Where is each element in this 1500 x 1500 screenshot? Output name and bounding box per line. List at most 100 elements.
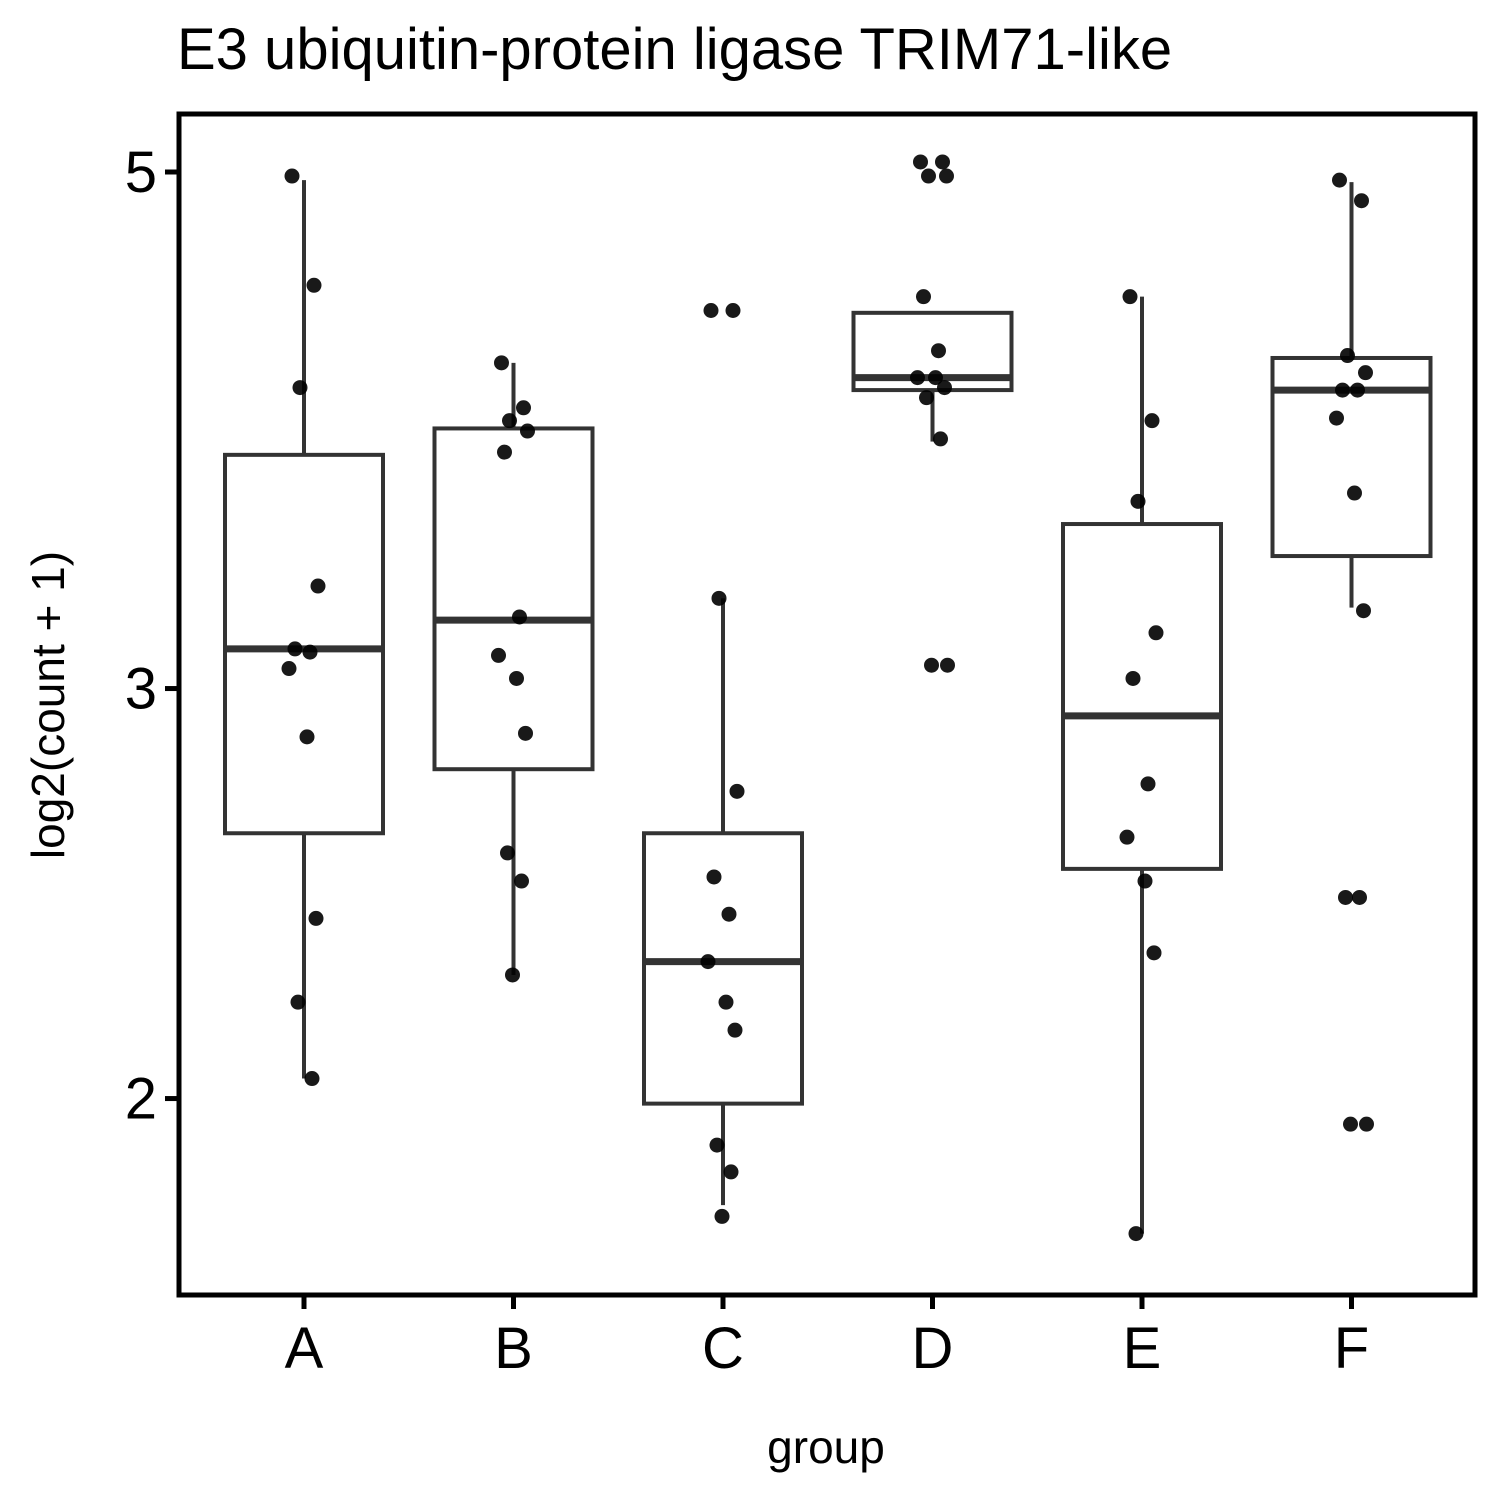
box-B bbox=[432, 362, 595, 975]
data-point bbox=[1338, 889, 1353, 905]
data-point bbox=[721, 906, 737, 922]
data-point bbox=[931, 343, 946, 359]
points-F bbox=[1329, 172, 1374, 1132]
x-tick-label: F bbox=[1334, 1316, 1369, 1381]
data-point bbox=[1146, 945, 1162, 961]
data-point bbox=[1140, 776, 1156, 792]
data-point bbox=[725, 302, 741, 318]
data-point bbox=[284, 168, 300, 184]
data-point bbox=[497, 444, 512, 460]
data-point bbox=[299, 729, 315, 745]
data-point bbox=[1358, 365, 1373, 381]
box-E bbox=[1061, 296, 1223, 1234]
points-C bbox=[700, 302, 745, 1224]
data-point bbox=[1125, 670, 1141, 686]
data-point bbox=[502, 413, 517, 429]
data-point bbox=[505, 967, 520, 983]
data-point bbox=[916, 289, 931, 305]
data-point bbox=[910, 370, 925, 386]
points-B bbox=[491, 355, 535, 983]
data-point bbox=[933, 431, 948, 447]
data-point bbox=[1354, 193, 1369, 209]
box-F bbox=[1270, 182, 1433, 608]
plot-panel-border bbox=[176, 111, 1478, 1298]
data-point bbox=[939, 168, 954, 184]
y-axis: 2 3 5 bbox=[125, 140, 179, 1132]
data-point bbox=[729, 783, 745, 799]
x-tick-label: D bbox=[912, 1316, 954, 1381]
points-A bbox=[281, 168, 326, 1087]
data-point bbox=[306, 277, 322, 293]
data-point bbox=[281, 661, 297, 677]
data-point bbox=[1122, 289, 1138, 305]
data-point bbox=[1130, 493, 1146, 509]
data-point bbox=[1332, 172, 1347, 188]
data-point bbox=[302, 644, 318, 660]
data-point bbox=[1340, 348, 1355, 364]
data-point bbox=[290, 994, 306, 1010]
data-point bbox=[491, 647, 506, 663]
x-axis-title: group bbox=[767, 1421, 885, 1473]
data-point bbox=[924, 657, 939, 673]
y-tick-label: 5 bbox=[125, 140, 157, 205]
data-point bbox=[1144, 413, 1160, 429]
data-point bbox=[1329, 410, 1344, 426]
data-point bbox=[509, 670, 524, 686]
interquartile-box bbox=[1061, 522, 1223, 871]
data-point bbox=[500, 845, 515, 861]
data-point bbox=[1352, 889, 1367, 905]
data-point bbox=[1137, 873, 1153, 889]
interquartile-box bbox=[223, 452, 385, 836]
data-point bbox=[512, 609, 527, 625]
data-point bbox=[718, 994, 734, 1010]
points-layer bbox=[281, 154, 1374, 1242]
data-point bbox=[1335, 382, 1350, 398]
data-point bbox=[494, 355, 509, 371]
y-tick-label: 2 bbox=[125, 1067, 157, 1132]
x-tick-label: B bbox=[494, 1316, 533, 1381]
data-point bbox=[514, 873, 529, 889]
data-point bbox=[1356, 603, 1371, 619]
data-point bbox=[727, 1022, 743, 1038]
data-point bbox=[928, 370, 943, 386]
data-point bbox=[292, 380, 308, 396]
data-point bbox=[921, 168, 936, 184]
data-point bbox=[1347, 485, 1362, 501]
x-tick-label: E bbox=[1123, 1316, 1162, 1381]
data-point bbox=[703, 302, 719, 318]
boxes-layer bbox=[223, 180, 1433, 1234]
data-point bbox=[1359, 1116, 1374, 1132]
data-point bbox=[940, 657, 955, 673]
data-point bbox=[706, 869, 722, 885]
data-point bbox=[1343, 1116, 1358, 1132]
interquartile-box bbox=[432, 426, 595, 772]
data-point bbox=[935, 154, 950, 170]
data-point bbox=[937, 380, 952, 396]
chart-title: E3 ubiquitin-protein ligase TRIM71-like bbox=[177, 17, 1173, 82]
interquartile-box bbox=[642, 831, 804, 1106]
data-point bbox=[919, 390, 934, 406]
y-axis-title: log2(count + 1) bbox=[22, 551, 74, 859]
data-point bbox=[709, 1137, 725, 1153]
data-point bbox=[711, 590, 727, 606]
data-point bbox=[310, 578, 326, 594]
box-C bbox=[642, 598, 804, 1206]
data-point bbox=[520, 423, 535, 439]
data-point bbox=[723, 1164, 739, 1180]
x-axis: A B C D E F bbox=[285, 1295, 1369, 1381]
data-point bbox=[304, 1071, 320, 1087]
points-E bbox=[1119, 289, 1164, 1242]
y-tick-label: 3 bbox=[125, 657, 157, 722]
points-D bbox=[910, 154, 955, 673]
x-tick-label: A bbox=[285, 1316, 324, 1381]
x-tick-label: C bbox=[702, 1316, 744, 1381]
data-point bbox=[287, 641, 303, 657]
data-point bbox=[518, 725, 533, 741]
data-point bbox=[1148, 625, 1164, 641]
data-point bbox=[1119, 829, 1135, 845]
box-A bbox=[223, 180, 385, 1079]
data-point bbox=[308, 910, 324, 926]
data-point bbox=[1350, 382, 1365, 398]
data-point bbox=[700, 954, 716, 970]
